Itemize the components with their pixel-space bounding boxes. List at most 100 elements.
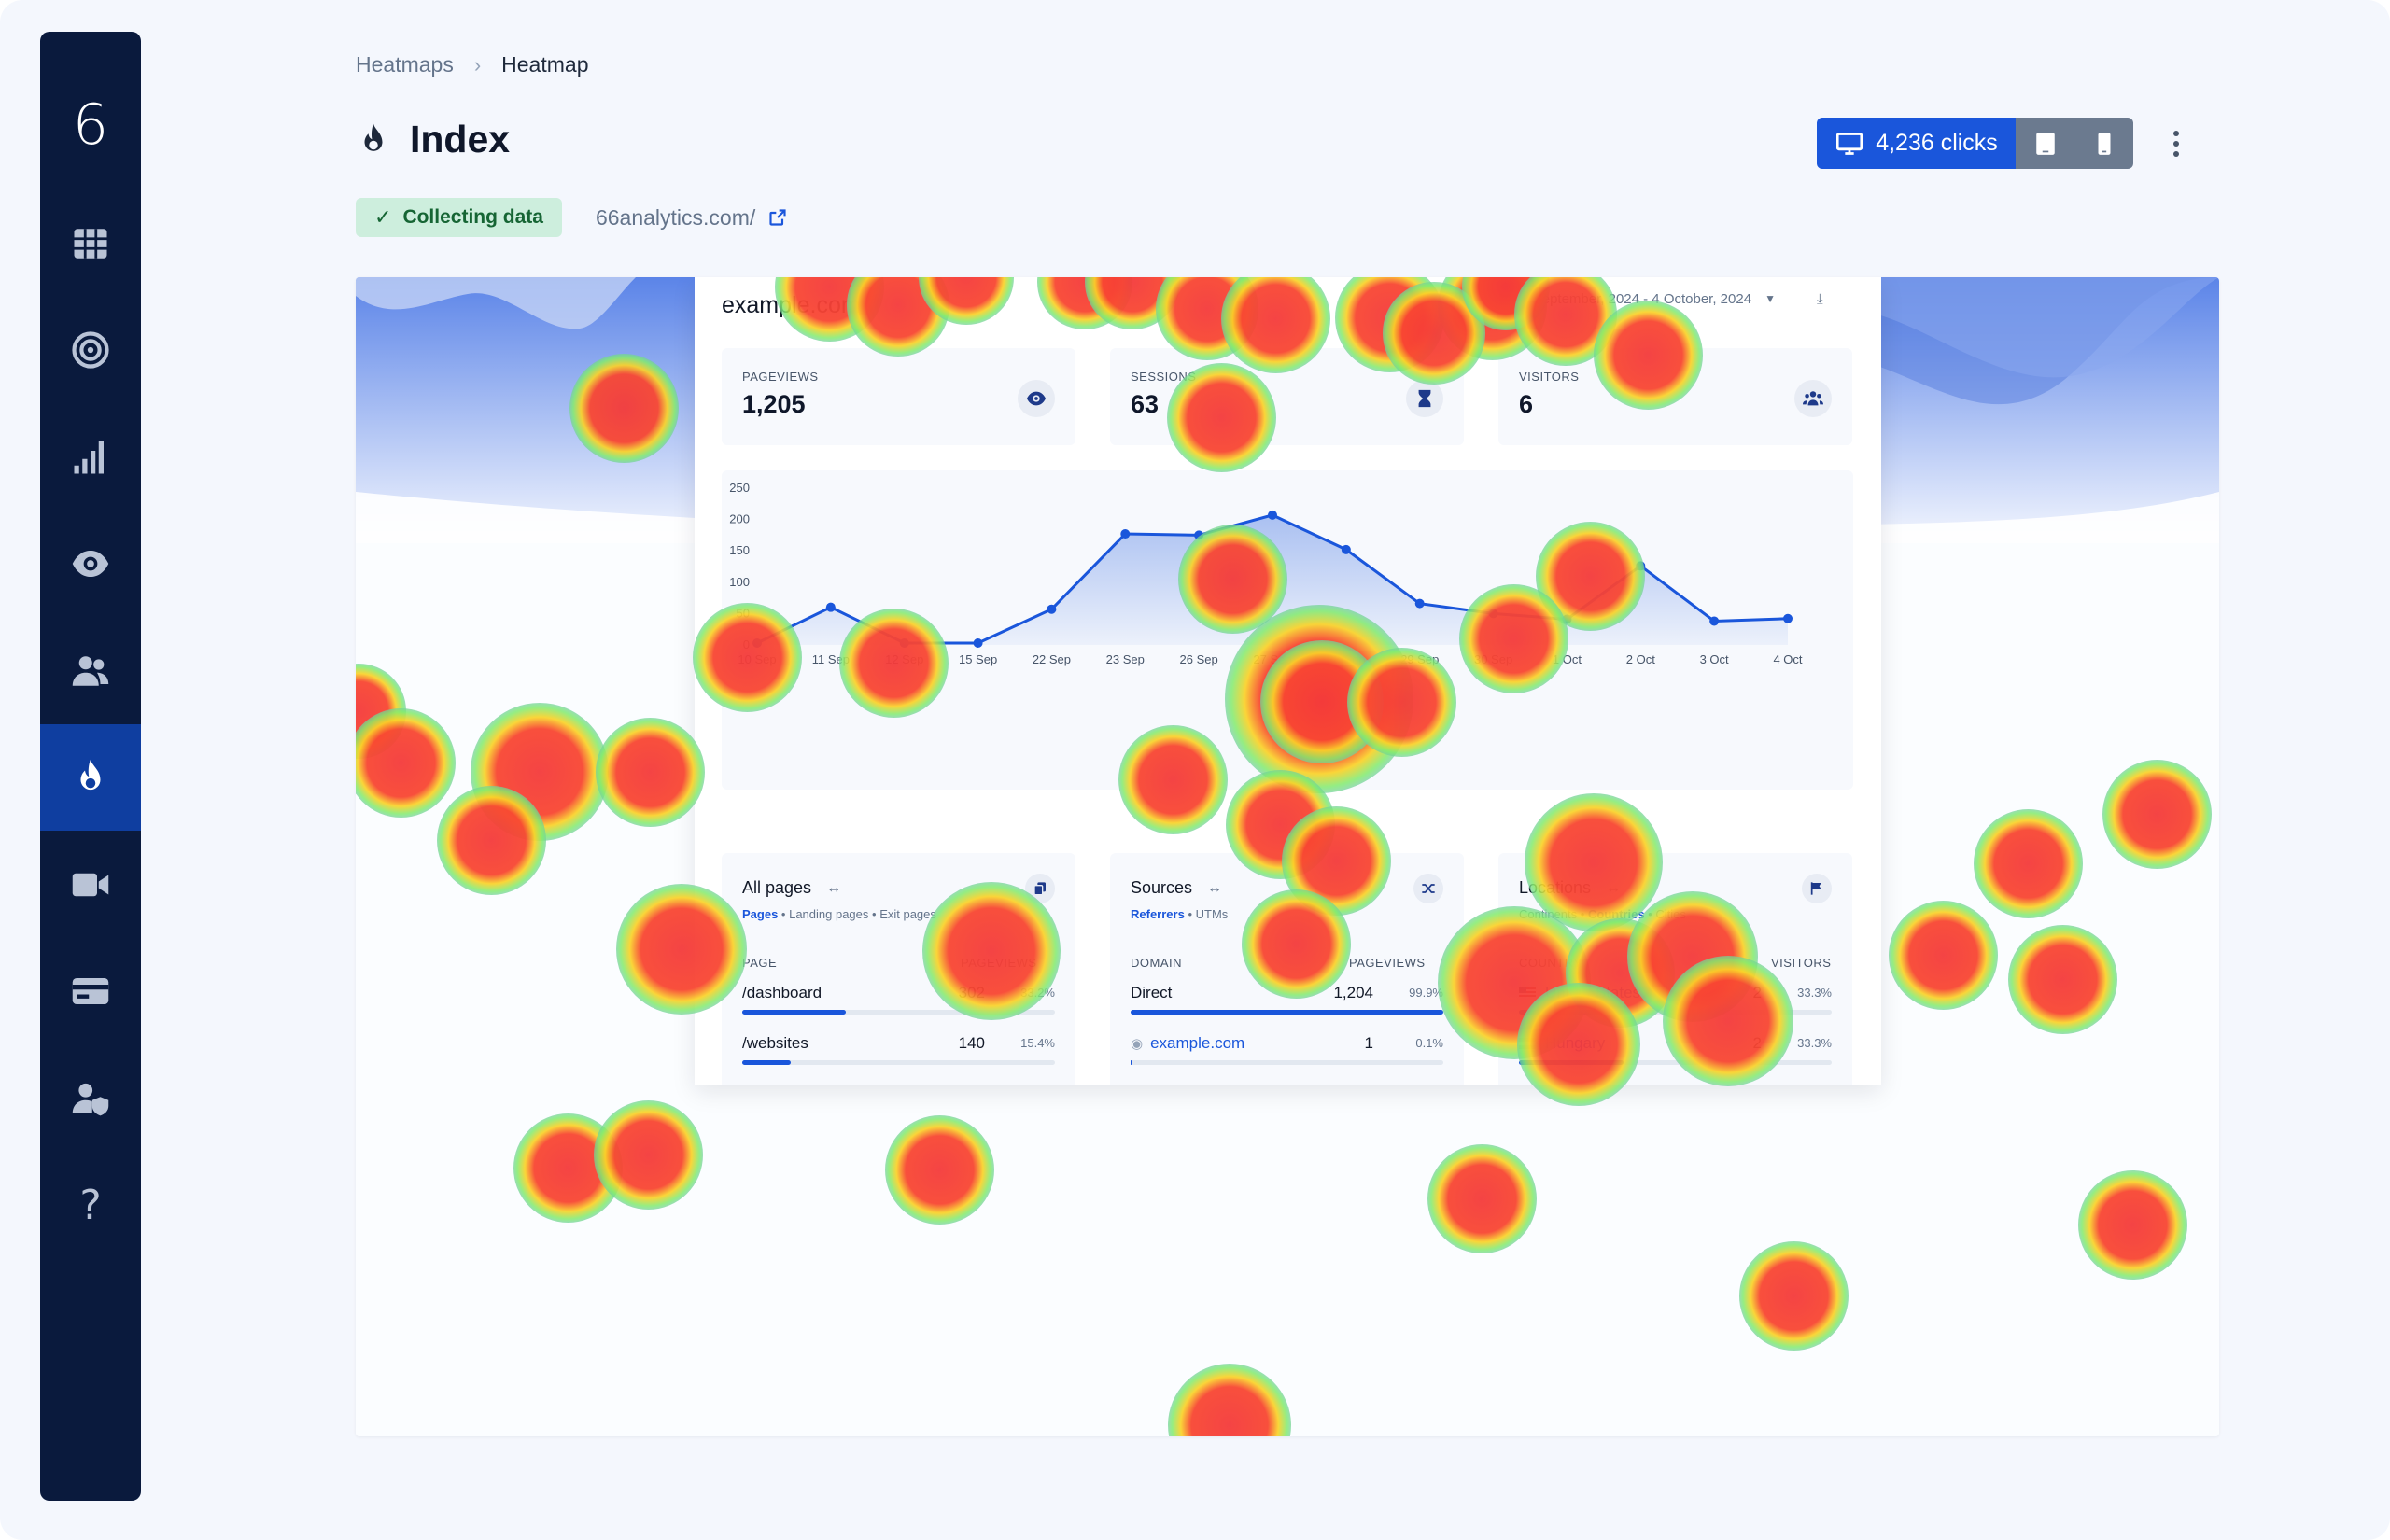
stat-card-visitors: VISITORS 6 <box>1498 348 1852 445</box>
mobile-button[interactable] <box>2074 118 2133 169</box>
shuffle-icon[interactable] <box>1413 874 1443 903</box>
row-value: 2 <box>1752 984 1762 1001</box>
data-point[interactable] <box>1414 598 1425 609</box>
sidebar-item-recordings[interactable] <box>40 832 141 938</box>
card-title: All pages ↔ <box>742 878 842 897</box>
page-title: Index <box>410 118 511 161</box>
dashboard-site-name: example.com <box>722 292 861 318</box>
pageviews-chart: 0 50 100 150 200 250 10 Sep 11 Sep 12 Sep 15 Sep 2… <box>722 470 1853 790</box>
sidebar-item-realtime[interactable] <box>40 404 141 511</box>
tab-continents[interactable]: Continents <box>1519 907 1578 921</box>
sidebar-item-account[interactable] <box>40 1045 141 1152</box>
stat-label: PAGEVIEWS <box>742 370 819 384</box>
external-link-icon <box>769 209 786 226</box>
table-row[interactable]: Hungary 2 33.3% <box>1519 1034 1832 1071</box>
row-value: 302 <box>958 984 985 1001</box>
breadcrumb-current: Heatmap <box>501 52 589 77</box>
eye-icon <box>1018 380 1055 417</box>
row-percent: 0.1% <box>1415 1036 1443 1050</box>
breadcrumb-heatmaps[interactable]: Heatmaps <box>356 52 454 77</box>
dot <box>2173 151 2179 157</box>
target-icon <box>72 331 109 369</box>
sidebar-item-websites[interactable] <box>40 190 141 297</box>
hourglass-icon <box>1406 380 1443 417</box>
app-logo[interactable]: 6 <box>72 92 109 158</box>
data-point[interactable] <box>1636 561 1646 571</box>
tab-referrers[interactable]: Referrers <box>1131 907 1185 921</box>
sidebar-item-heatmaps[interactable] <box>40 724 141 831</box>
data-point[interactable] <box>1709 616 1720 626</box>
embedded-dashboard: example.com ⌫ 4 September, 2024 - 4 Octo… <box>695 277 1881 1085</box>
site-url-link[interactable]: 66analytics.com/ <box>596 205 787 231</box>
hu-flag-icon <box>1519 1038 1536 1049</box>
breadcrumb: Heatmaps › Heatmap <box>356 52 588 77</box>
sidebar: 6 ? <box>40 32 141 1501</box>
table-row[interactable]: Direct 1,204 99.9% <box>1131 984 1443 1021</box>
eraser-icon: ⌫ <box>1441 291 1462 307</box>
table-row[interactable]: United States 2 33.3% <box>1519 984 1832 1021</box>
check-icon: ✓ <box>374 205 392 229</box>
sidebar-item-help[interactable]: ? <box>40 1152 141 1258</box>
dot <box>2173 141 2179 147</box>
copy-icon[interactable] <box>1025 874 1055 903</box>
data-point[interactable] <box>1268 510 1277 520</box>
download-icon[interactable]: ⤓ <box>1816 290 1823 307</box>
tab-countries[interactable]: Countries <box>1587 907 1645 921</box>
tab-pages[interactable]: Pages <box>742 907 779 921</box>
calendar-icon <box>1499 294 1511 304</box>
desktop-button[interactable]: 4,236 clicks <box>1817 118 2016 169</box>
table-row[interactable]: ◉ example.com 1 0.1% <box>1131 1034 1443 1071</box>
data-point[interactable] <box>1488 609 1498 619</box>
x-tick-label: 23 Sep <box>1106 652 1145 666</box>
expand-arrows-icon[interactable]: ↔ <box>1207 879 1223 896</box>
card-tabs: Continents • Countries • Cities <box>1519 907 1686 921</box>
x-tick-label: 10 Sep <box>738 652 776 666</box>
table-row[interactable]: /websites 140 15.4% <box>742 1034 1055 1071</box>
data-point[interactable] <box>825 602 836 612</box>
x-tick-label: 29 Sep <box>1400 652 1439 666</box>
expand-arrows-icon[interactable]: ↔ <box>826 879 842 896</box>
help-icon: ? <box>79 1181 102 1229</box>
eye-icon <box>72 551 109 577</box>
x-tick-label: 26 Sep <box>1180 652 1218 666</box>
data-point[interactable] <box>1783 613 1792 623</box>
tab-landing-pages[interactable]: Landing pages <box>789 907 869 921</box>
flag-icon[interactable] <box>1802 874 1832 903</box>
row-bar <box>742 1010 847 1015</box>
row-bar <box>1519 1010 1624 1015</box>
tab-utms[interactable]: UTMs <box>1195 907 1229 921</box>
data-point[interactable] <box>1047 604 1057 614</box>
row-percent: 15.4% <box>1020 1036 1055 1050</box>
data-point[interactable] <box>1341 544 1351 554</box>
tab-exit-pages[interactable]: Exit pages <box>879 907 936 921</box>
data-point[interactable] <box>973 637 983 648</box>
site-icon: ◉ <box>1131 1036 1144 1052</box>
row-percent: 33.3% <box>1797 1036 1832 1050</box>
sidebar-item-users[interactable] <box>40 618 141 724</box>
desktop-icon <box>1836 132 1863 155</box>
y-tick-label: 200 <box>729 512 750 526</box>
tab-cities[interactable]: Cities <box>1655 907 1686 921</box>
x-tick-label: 30 Sep <box>1474 652 1512 666</box>
date-range-picker[interactable]: 4 September, 2024 - 4 October, 2024 ▼ <box>1498 291 1776 307</box>
status-label: Collecting data <box>402 206 543 228</box>
sidebar-item-goals[interactable] <box>40 297 141 403</box>
x-tick-label: 12 Sep <box>885 652 923 666</box>
data-point[interactable] <box>1194 530 1204 540</box>
data-point[interactable] <box>899 637 909 648</box>
heatmap-canvas[interactable]: example.com ⌫ 4 September, 2024 - 4 Octo… <box>356 277 2219 1436</box>
table-row[interactable]: /dashboard 302 33.2% <box>742 984 1055 1021</box>
card-title: Locations ↔ <box>1519 878 1622 897</box>
sidebar-item-visitors[interactable] <box>40 511 141 617</box>
status-badge: ✓ Collecting data <box>356 198 562 237</box>
sidebar-item-billing[interactable] <box>40 938 141 1044</box>
tablet-icon <box>2035 132 2055 155</box>
site-url: 66analytics.com/ <box>595 204 756 230</box>
data-point[interactable] <box>1120 529 1131 539</box>
tablet-button[interactable] <box>2016 118 2074 169</box>
x-tick-label: 4 Oct <box>1773 652 1802 666</box>
more-menu-button[interactable] <box>2162 129 2190 159</box>
data-point[interactable] <box>1562 614 1572 624</box>
data-point[interactable] <box>752 637 762 648</box>
expand-arrows-icon[interactable]: ↔ <box>1606 879 1622 896</box>
